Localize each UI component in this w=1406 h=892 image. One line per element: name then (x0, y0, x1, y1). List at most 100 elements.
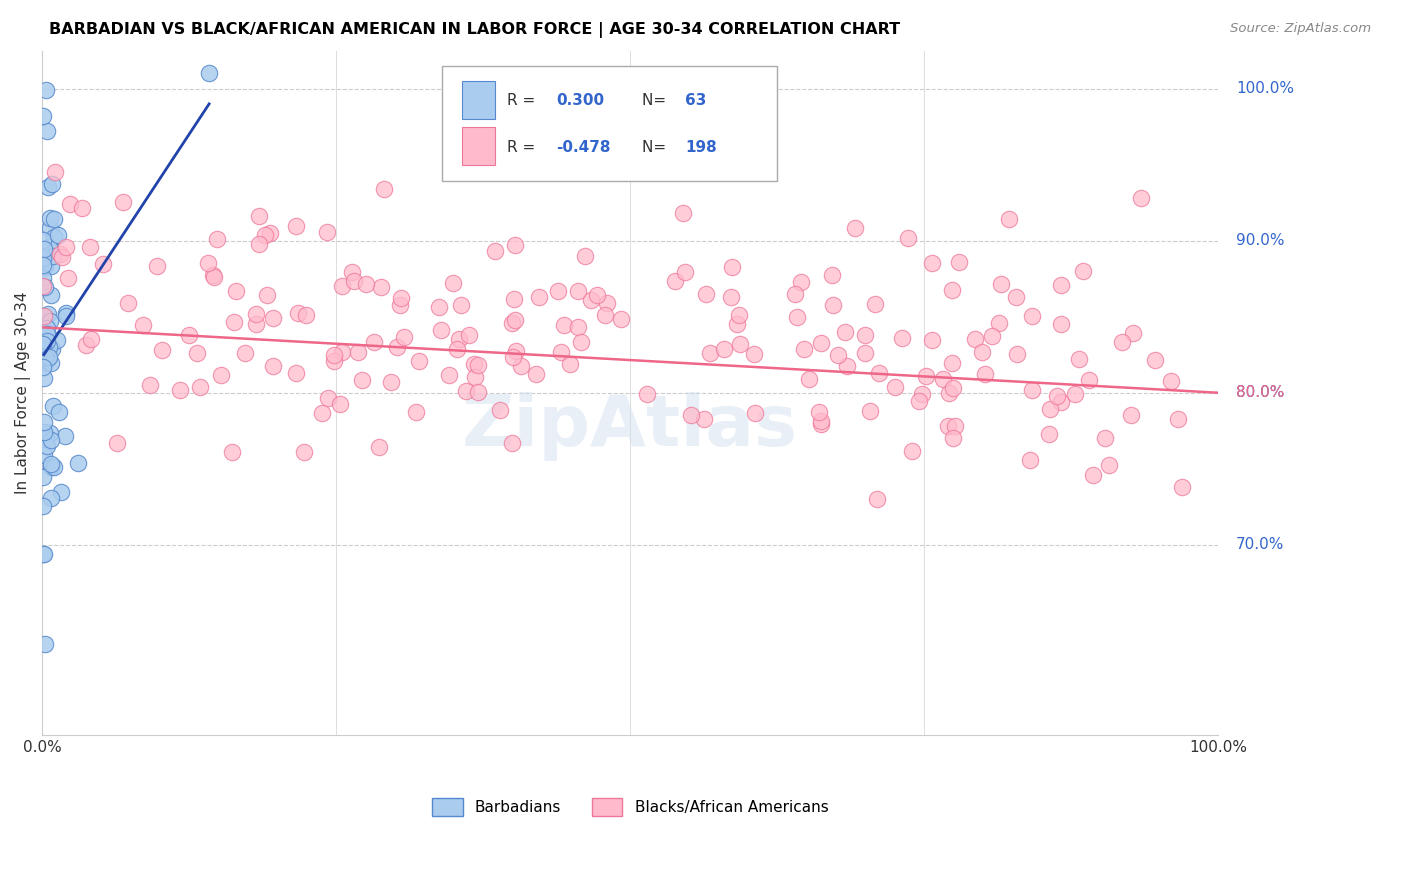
Point (38, 220, 60, 235)
Point (728, 337, 751, 351)
Point (343, 274, 366, 288)
Point (117, 296, 139, 310)
Text: ZipAtlas: ZipAtlas (463, 392, 799, 461)
Point (169, 383, 191, 397)
Point (692, 412, 714, 426)
Point (256, 288, 278, 302)
Point (222, 315, 245, 329)
Point (37, 180, 59, 194)
Point (821, 298, 844, 312)
Point (42, 459, 65, 474)
Point (368, 440, 391, 454)
Point (942, 381, 965, 395)
Point (863, 296, 886, 310)
Point (34, 637, 56, 651)
Point (1004, 290, 1026, 304)
Point (501, 436, 523, 450)
Point (39, 288, 62, 302)
Point (941, 355, 963, 369)
Point (567, 320, 589, 334)
Point (332, 279, 354, 293)
Point (720, 290, 742, 304)
Point (610, 312, 633, 326)
Point (41, 434, 63, 448)
Point (198, 66, 221, 80)
Point (295, 308, 318, 322)
Point (197, 256, 219, 270)
Text: R =: R = (506, 93, 540, 108)
Point (51, 250, 73, 264)
Point (834, 325, 856, 339)
Point (463, 357, 485, 371)
Point (39, 211, 62, 226)
Point (408, 354, 430, 368)
Point (55, 309, 77, 323)
Point (35, 326, 58, 341)
Point (970, 345, 993, 359)
Point (247, 237, 270, 252)
Point (38, 240, 60, 254)
Point (458, 328, 481, 343)
Point (510, 359, 533, 374)
Point (32, 353, 55, 368)
Point (39, 259, 62, 273)
Point (915, 369, 938, 384)
Point (447, 332, 470, 346)
Point (32, 242, 55, 256)
Point (39, 459, 62, 474)
Point (527, 290, 550, 304)
Point (150, 343, 173, 357)
Point (672, 206, 695, 220)
Point (70, 202, 93, 216)
Point (695, 287, 717, 301)
Point (974, 368, 997, 382)
Text: 80.0%: 80.0% (1236, 385, 1284, 401)
Text: 0.300: 0.300 (557, 93, 605, 108)
Point (502, 292, 524, 306)
Point (38, 340, 60, 354)
Point (593, 308, 616, 322)
Point (900, 444, 922, 458)
Point (1049, 317, 1071, 331)
Point (55, 306, 77, 320)
Point (105, 436, 128, 450)
Point (742, 347, 765, 361)
Point (456, 384, 478, 399)
Point (146, 260, 169, 274)
Point (489, 402, 512, 417)
Point (1143, 353, 1166, 368)
Point (285, 366, 308, 380)
Point (505, 343, 527, 358)
Point (39, 457, 62, 471)
Point (911, 386, 934, 401)
Point (49, 247, 72, 261)
Point (32, 448, 55, 462)
Point (883, 379, 905, 393)
Point (484, 244, 506, 258)
Point (38, 425, 60, 440)
Point (790, 275, 813, 289)
Point (938, 419, 960, 434)
Point (1121, 408, 1143, 422)
Text: Source: ZipAtlas.com: Source: ZipAtlas.com (1230, 22, 1371, 36)
Text: -0.478: -0.478 (557, 140, 610, 154)
Point (37, 306, 59, 320)
Point (727, 308, 749, 322)
Point (1019, 453, 1042, 467)
Point (35, 431, 58, 445)
Point (1069, 352, 1091, 367)
Point (48, 404, 70, 418)
Point (1129, 191, 1152, 205)
Point (868, 366, 890, 380)
Text: N=: N= (643, 140, 671, 154)
Point (785, 286, 807, 301)
Point (574, 249, 596, 263)
Point (441, 276, 464, 290)
Point (38, 314, 60, 328)
Point (725, 318, 748, 332)
Point (467, 358, 489, 372)
Point (855, 328, 877, 343)
Point (79, 240, 101, 254)
Point (323, 354, 346, 368)
Point (1167, 412, 1189, 426)
